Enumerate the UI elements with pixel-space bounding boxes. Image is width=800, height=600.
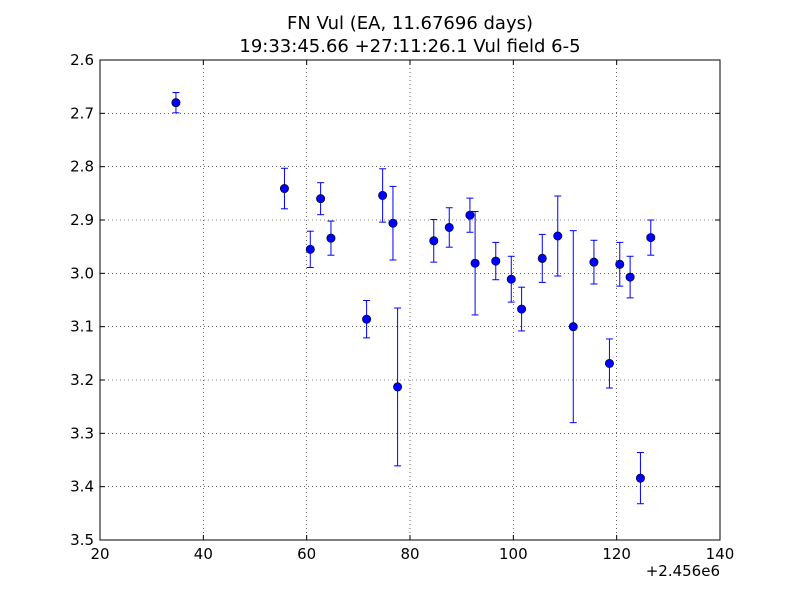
axis-tick-labels: 20 40 60 80 100 120 140 2.6 2.7 2.8 2.9 3.0 3.1 3.2 3.…: [70, 51, 734, 563]
data-point: [568, 322, 578, 332]
y-tick-label: 3.3: [70, 424, 94, 442]
data-point: [646, 233, 656, 243]
y-tick-label: 3.2: [70, 371, 94, 389]
x-tick-label: 80: [400, 545, 419, 563]
data-point: [305, 244, 315, 254]
x-tick-label: 40: [194, 545, 213, 563]
data-point: [429, 236, 439, 246]
y-tick-label: 2.8: [70, 158, 94, 176]
data-point: [604, 358, 614, 368]
data-point: [444, 222, 454, 232]
y-tick-label: 2.7: [70, 104, 94, 122]
data-point: [362, 314, 372, 324]
x-tick-label: 120: [602, 545, 631, 563]
data-point: [316, 194, 326, 204]
y-tick-label: 3.4: [70, 478, 94, 496]
y-tick-label: 3.5: [70, 531, 94, 549]
error-bars: [172, 92, 655, 505]
data-point: [635, 473, 645, 483]
data-point: [517, 304, 527, 314]
x-tick-label: 140: [706, 545, 735, 563]
data-point: [279, 184, 289, 194]
x-tick-label: 20: [90, 545, 109, 563]
chart-title-line1: FN Vul (EA, 11.67696 days): [287, 13, 533, 34]
data-point: [326, 233, 336, 243]
data-point: [171, 98, 181, 108]
chart-title-line2: 19:33:45.66 +27:11:26.1 Vul field 6-5: [239, 36, 580, 57]
data-point: [470, 258, 480, 268]
y-tick-label: 3.0: [70, 264, 94, 282]
data-point: [589, 257, 599, 267]
data-point: [506, 274, 516, 284]
data-point: [625, 272, 635, 282]
data-point: [537, 253, 547, 263]
grid: [99, 59, 721, 541]
x-tick-label: 100: [499, 545, 528, 563]
data-point: [393, 382, 403, 392]
data-point: [378, 190, 388, 200]
data-point: [465, 210, 475, 220]
data-point: [615, 259, 625, 269]
data-point: [388, 218, 398, 228]
x-tick-label: 60: [297, 545, 316, 563]
data-point: [491, 256, 501, 266]
x-axis-offset-label: +2.456e6: [646, 562, 720, 580]
y-tick-label: 2.9: [70, 211, 94, 229]
y-tick-label: 2.6: [70, 51, 94, 69]
plot-area-frame: [99, 59, 721, 541]
data-point: [553, 231, 563, 241]
data-points: [171, 98, 656, 483]
y-tick-label: 3.1: [70, 318, 94, 336]
